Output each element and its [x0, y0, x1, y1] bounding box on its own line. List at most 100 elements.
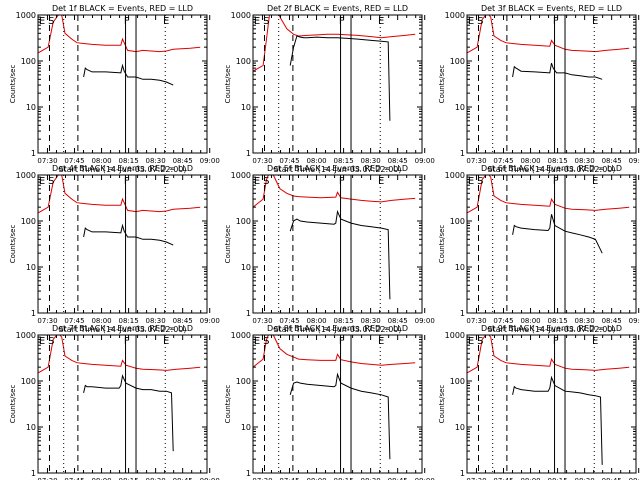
- event-marker-label: E: [39, 336, 45, 347]
- y-tick-label: 1000: [231, 171, 251, 180]
- x-tick-label: 07:45: [493, 157, 513, 165]
- x-tick-label: 09:00: [200, 317, 220, 325]
- y-tick-label: 10: [241, 263, 251, 272]
- event-marker-label: S: [48, 336, 54, 347]
- event-marker-label: F: [339, 176, 345, 187]
- event-marker-label: F: [124, 176, 130, 187]
- event-marker-label: E: [163, 336, 169, 347]
- y-tick-label: 10: [26, 263, 36, 272]
- plot-frame: [252, 334, 423, 474]
- x-tick-label: 08:45: [388, 157, 408, 165]
- y-tick-label: 1000: [445, 331, 465, 340]
- event-marker-label: S: [477, 176, 483, 187]
- y-tick-label: 1: [246, 469, 251, 478]
- series-line-lld: [38, 335, 201, 374]
- y-tick-label: 1000: [231, 331, 251, 340]
- event-marker-label: E: [468, 176, 474, 187]
- event-marker-label: F: [553, 176, 559, 187]
- y-axis-label: Counts/sec: [224, 65, 232, 104]
- y-axis-label: Counts/sec: [438, 385, 446, 424]
- plot-frame: [252, 174, 423, 314]
- y-tick-label: 10: [241, 103, 251, 112]
- x-tick-label: 09:00: [629, 317, 640, 325]
- y-tick-label: 100: [450, 57, 465, 66]
- series-line-lld: [253, 335, 416, 368]
- y-tick-label: 1: [246, 149, 251, 158]
- x-tick-label: 07:45: [279, 157, 299, 165]
- event-marker-label: F: [124, 336, 130, 347]
- x-tick-label: 07:30: [466, 157, 486, 165]
- plot-frame: [37, 174, 208, 314]
- x-tick-label: 08:15: [547, 157, 567, 165]
- x-tick-label: 08:00: [520, 317, 540, 325]
- chart-title: Det 8f BLACK = Events, RED = LLD: [267, 324, 408, 333]
- x-tick-label: 07:45: [64, 157, 84, 165]
- y-tick-label: 1000: [231, 11, 251, 20]
- y-tick-label: 1: [460, 469, 465, 478]
- x-tick-label: 09:00: [415, 157, 435, 165]
- series-line-events: [289, 209, 391, 300]
- y-tick-label: 10: [26, 103, 36, 112]
- event-marker-label: E: [378, 336, 384, 347]
- plot-frame: [37, 14, 208, 154]
- chart-title: Det 1f BLACK = Events, RED = LLD: [52, 4, 193, 13]
- event-marker-label: E: [163, 176, 169, 187]
- x-tick-label: 08:00: [91, 317, 111, 325]
- y-tick-label: 10: [241, 423, 251, 432]
- x-tick-label: 08:15: [333, 317, 353, 325]
- series-line-lld: [467, 335, 630, 374]
- x-tick-label: 08:45: [173, 317, 193, 325]
- event-marker-label: F: [124, 16, 130, 27]
- event-marker-label: F: [553, 336, 559, 347]
- event-marker-label: S: [48, 16, 54, 27]
- chart-title: Det 5f BLACK = Events, RED = LLD: [267, 164, 408, 173]
- series-line-events: [83, 63, 174, 86]
- x-tick-label: 08:00: [306, 317, 326, 325]
- x-tick-label: 07:30: [466, 317, 486, 325]
- x-tick-label: 08:45: [173, 157, 193, 165]
- x-tick-label: 08:45: [602, 317, 622, 325]
- y-tick-label: 100: [450, 377, 465, 386]
- y-tick-label: 1: [31, 149, 36, 158]
- series-line-lld: [253, 175, 416, 208]
- chart-title: Det 4f BLACK = Events, RED = LLD: [52, 164, 193, 173]
- series-line-lld: [38, 15, 201, 54]
- chart-title: Det 9f BLACK = Events, RED = LLD: [481, 324, 622, 333]
- y-tick-label: 1000: [16, 171, 36, 180]
- y-tick-label: 1: [246, 309, 251, 318]
- y-axis-label: Counts/sec: [9, 225, 17, 264]
- event-marker-label: E: [39, 16, 45, 27]
- x-tick-label: 07:30: [37, 317, 57, 325]
- y-tick-label: 10: [455, 263, 465, 272]
- x-tick-label: 09:00: [629, 157, 640, 165]
- x-tick-label: 08:30: [146, 317, 166, 325]
- y-tick-label: 1000: [445, 171, 465, 180]
- x-axis-label: Start Time (14-Jun-03 07:22:00): [274, 325, 402, 334]
- event-marker-label: S: [263, 176, 269, 187]
- y-axis-label: Counts/sec: [9, 385, 17, 424]
- chart-title: Det 6f BLACK = Events, RED = LLD: [481, 164, 622, 173]
- event-marker-label: E: [378, 16, 384, 27]
- y-tick-label: 100: [21, 377, 36, 386]
- series-line-lld: [38, 175, 201, 214]
- y-tick-label: 1000: [16, 11, 36, 20]
- event-marker-label: E: [468, 336, 474, 347]
- event-marker-label: F: [339, 336, 345, 347]
- y-tick-label: 100: [21, 57, 36, 66]
- event-marker-label: E: [163, 16, 169, 27]
- x-tick-label: 09:00: [200, 157, 220, 165]
- plot-frame: [466, 334, 637, 474]
- event-marker-label: S: [477, 16, 483, 27]
- y-tick-label: 1: [460, 309, 465, 318]
- event-marker-label: S: [48, 176, 54, 187]
- y-axis-label: Counts/sec: [224, 225, 232, 264]
- x-tick-label: 07:45: [64, 317, 84, 325]
- y-axis-label: Counts/sec: [9, 65, 17, 104]
- event-marker-label: F: [553, 16, 559, 27]
